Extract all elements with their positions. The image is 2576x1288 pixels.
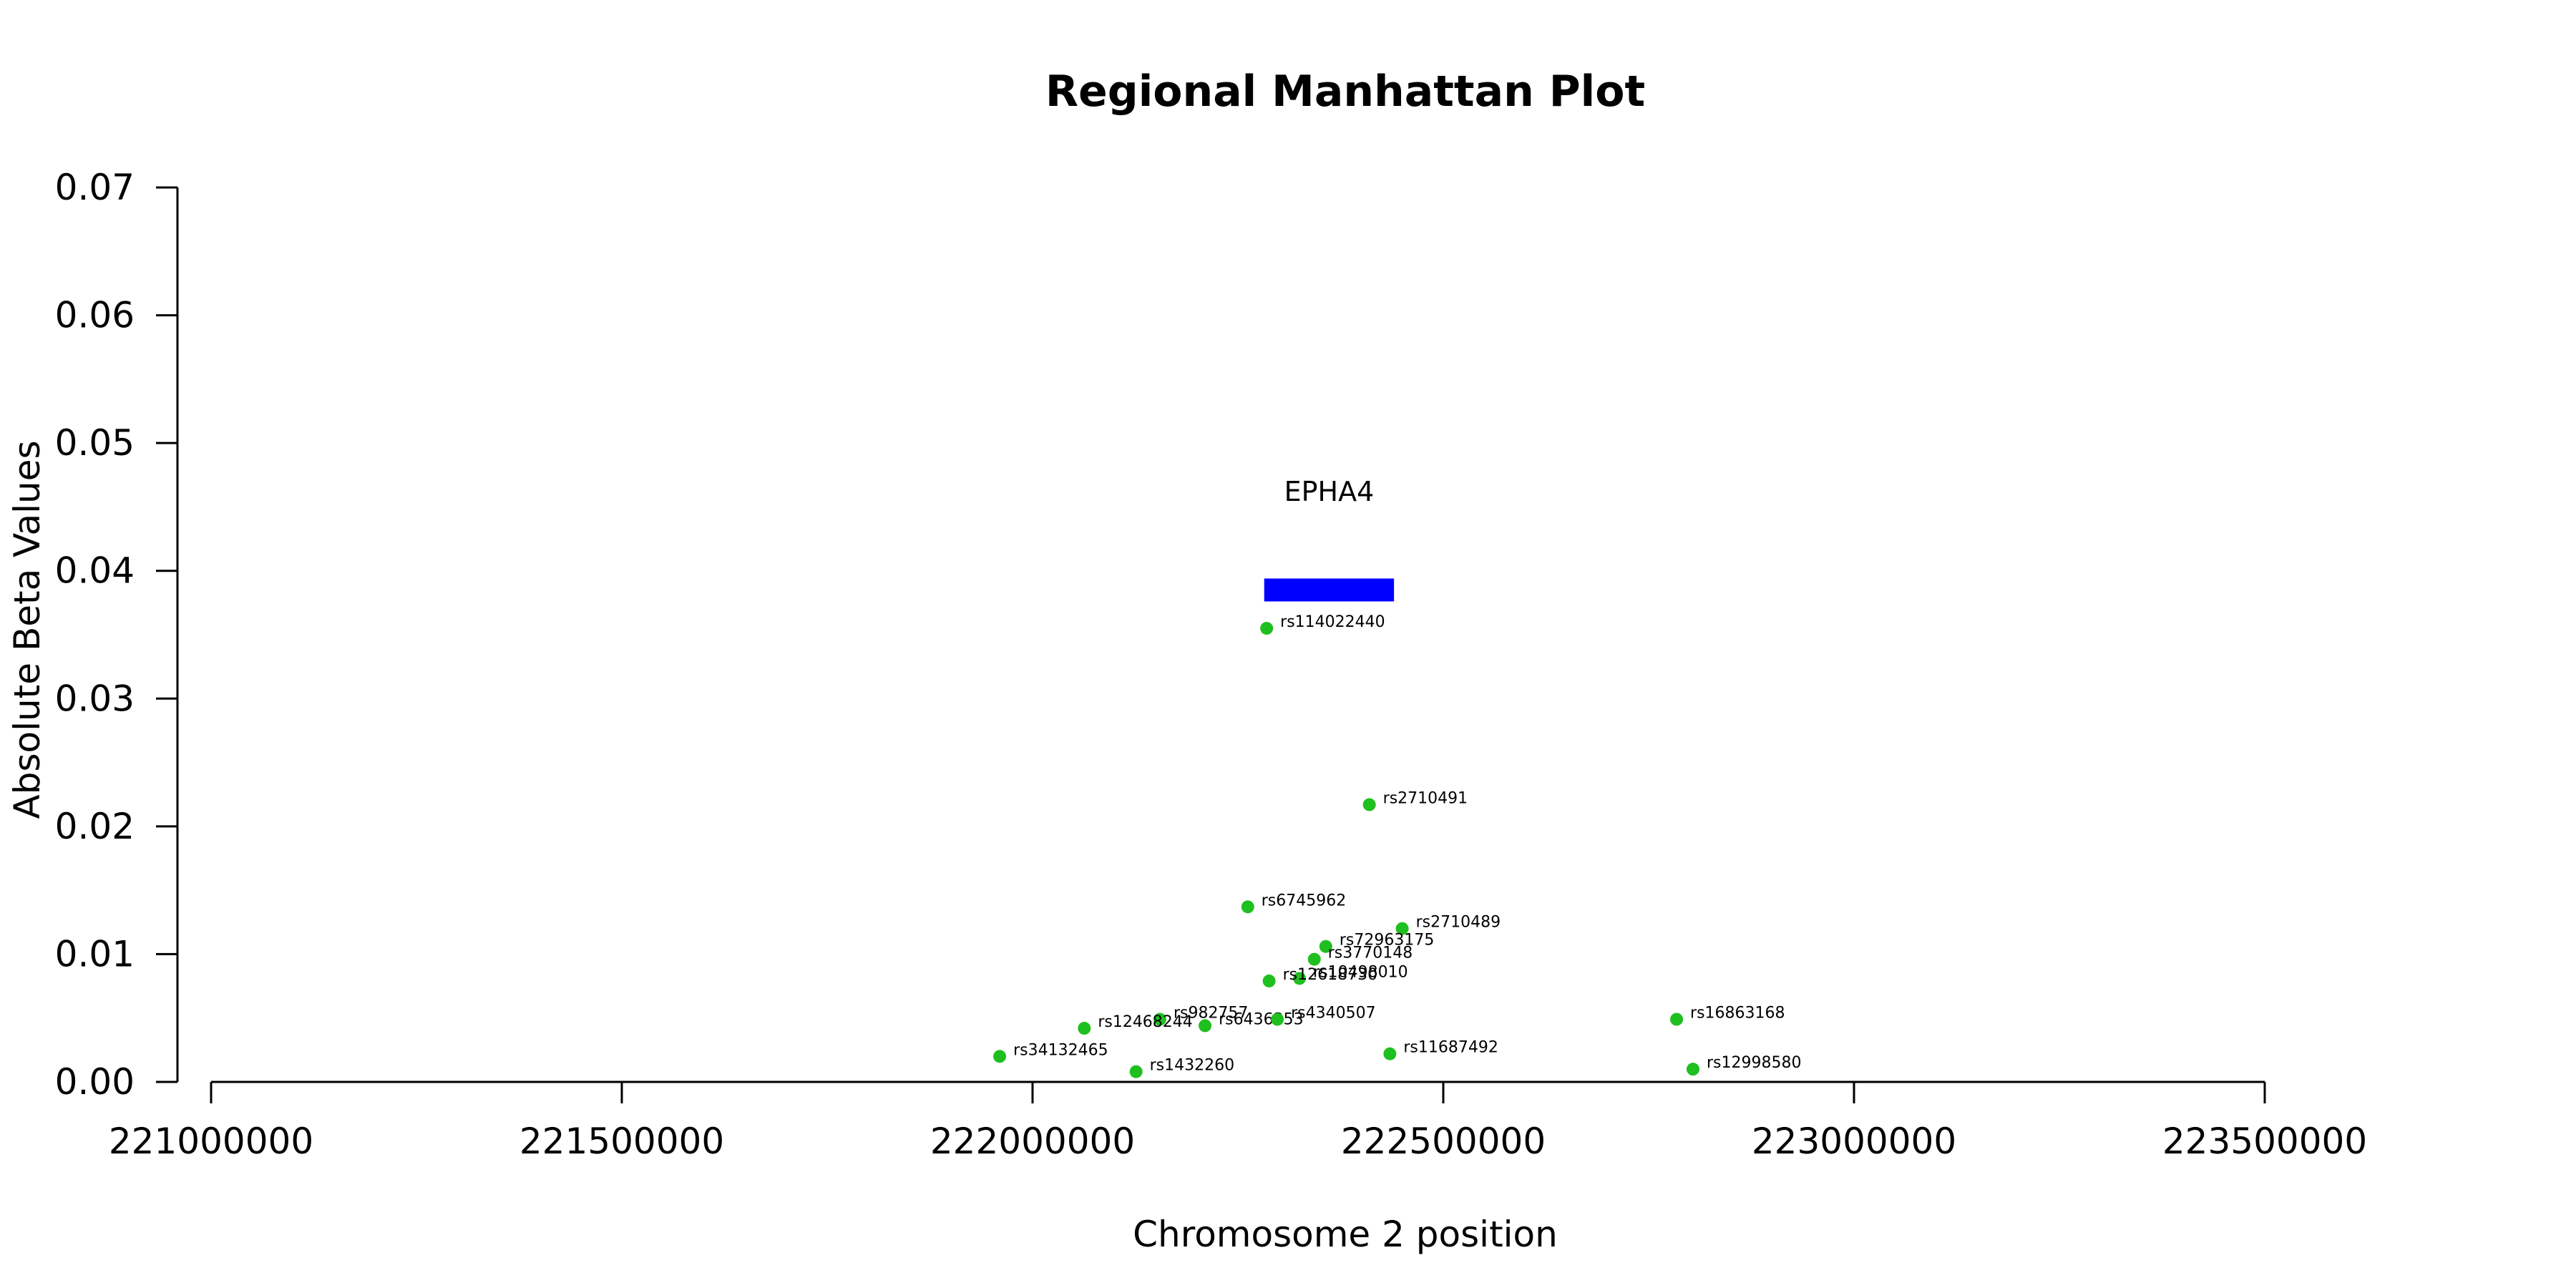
snp-point	[1293, 972, 1307, 985]
snp-label: rs72963175	[1340, 932, 1434, 950]
snp-point	[1129, 1065, 1143, 1078]
snp-label: rs2710489	[1416, 914, 1501, 932]
y-tick-label: 0.00	[55, 1061, 135, 1103]
snp-label: rs2710491	[1383, 790, 1468, 808]
chart-title: Regional Manhattan Plot	[1045, 67, 1645, 117]
snp-label: rs12618730	[1283, 966, 1377, 984]
snp-label: rs3770148	[1328, 945, 1413, 962]
snp-point	[1262, 974, 1276, 987]
snp-label: rs12468244	[1098, 1013, 1192, 1031]
snp-label: rs4340507	[1291, 1005, 1376, 1023]
y-tick-label: 0.05	[55, 422, 135, 464]
snp-point	[1199, 1019, 1212, 1033]
snp-point	[1395, 922, 1409, 935]
x-tick-label: 222000000	[930, 1121, 1135, 1162]
snp-point	[1383, 1047, 1397, 1060]
snp-label: rs6436353	[1219, 1010, 1304, 1028]
snp-point	[1078, 1022, 1091, 1035]
snp-label: rs11687492	[1403, 1039, 1498, 1057]
gene-bar	[1264, 578, 1395, 602]
x-tick-label: 221500000	[519, 1121, 724, 1162]
snp-label: rs6745962	[1262, 892, 1347, 909]
snp-label: rs10498010	[1313, 963, 1407, 981]
gene-track: EPHA4	[1264, 476, 1395, 602]
y-tick-label: 0.03	[55, 678, 135, 719]
snp-point	[1670, 1013, 1684, 1026]
snp-point	[993, 1050, 1007, 1063]
snp-point	[1260, 622, 1274, 635]
snp-label: rs12998580	[1707, 1054, 1801, 1072]
x-tick-label: 222500000	[1341, 1121, 1546, 1162]
snp-label: rs16863168	[1690, 1005, 1785, 1023]
snp-label: rs982757	[1174, 1005, 1249, 1023]
snp-label: rs1432260	[1150, 1057, 1235, 1075]
snp-point	[1271, 1013, 1284, 1026]
snp-point	[1319, 940, 1332, 953]
snp-point	[1307, 952, 1321, 966]
snp-point	[1153, 1013, 1166, 1026]
y-tick-label: 0.06	[55, 295, 135, 336]
snp-points: rs114022440rs2710491rs6745962rs2710489rs…	[993, 613, 1801, 1078]
y-tick-label: 0.04	[55, 550, 135, 592]
gene-label: EPHA4	[1284, 476, 1375, 507]
snp-label: rs114022440	[1280, 613, 1385, 631]
y-tick-label: 0.07	[55, 167, 135, 208]
snp-point	[1241, 900, 1254, 914]
snp-point	[1686, 1063, 1699, 1076]
x-tick-label: 223000000	[1752, 1121, 1956, 1162]
x-axis-label: Chromosome 2 position	[1133, 1214, 1558, 1255]
x-tick-label: 221000000	[109, 1121, 313, 1162]
axes: 0.00 0.01 0.02 0.03 0.04 0.05 0.06 0.07 22100000…	[55, 167, 2367, 1162]
y-axis-label: Absolute Beta Values	[6, 441, 48, 819]
y-tick-label: 0.02	[55, 806, 135, 847]
snp-label: rs34132465	[1013, 1041, 1108, 1059]
snp-point	[1362, 798, 1376, 811]
x-tick-label: 223500000	[2162, 1121, 2367, 1162]
y-tick-label: 0.01	[55, 933, 135, 975]
